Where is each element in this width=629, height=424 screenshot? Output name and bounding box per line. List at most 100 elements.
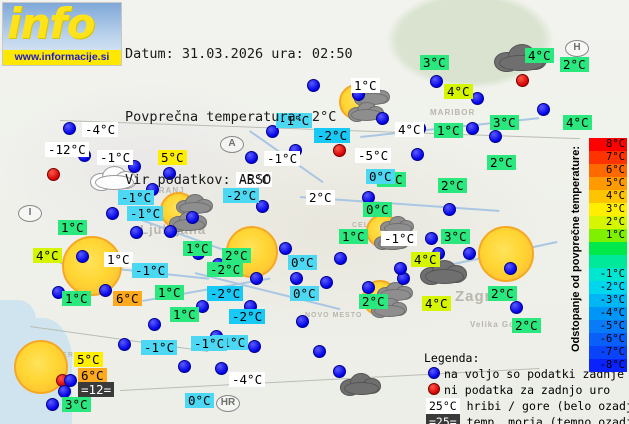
scale-title: Odstopanje od povprečne temperature: (570, 146, 582, 352)
header-source-line: Vir podatkov: ARSO (125, 172, 272, 188)
station-dot-no-data[interactable] (516, 74, 529, 87)
country-marker: I (18, 205, 42, 222)
legend-blue-text: na voljo so podatki zadnje ure (444, 367, 629, 381)
station-dot[interactable] (148, 318, 161, 331)
station-dot[interactable] (394, 262, 407, 275)
station-dot[interactable] (537, 103, 550, 116)
temperature-label: -2°C (314, 128, 351, 143)
station-dot[interactable] (266, 125, 279, 138)
scale-row: -6°C (589, 333, 627, 346)
station-dot[interactable] (334, 252, 347, 265)
temperature-label: 2°C (222, 248, 251, 263)
station-dot[interactable] (256, 200, 269, 213)
temperature-label: 0°C (290, 286, 319, 301)
temperature-label: 2°C (560, 57, 589, 72)
temperature-label: 4°C (411, 252, 440, 267)
cloud-icon (175, 193, 213, 215)
station-dot[interactable] (99, 284, 112, 297)
station-dot[interactable] (466, 122, 479, 135)
sea-inlet (0, 300, 36, 340)
station-dot[interactable] (76, 250, 89, 263)
station-dot[interactable] (471, 92, 484, 105)
scale-row: -2°C (589, 281, 627, 294)
station-dot[interactable] (296, 315, 309, 328)
temperature-label: -2°C (223, 188, 260, 203)
station-dot-no-data[interactable] (47, 168, 60, 181)
station-dot[interactable] (130, 226, 143, 239)
header-avg-temp-line: Povprečna temperatura: 2°C (125, 109, 337, 125)
station-dot[interactable] (307, 79, 320, 92)
temperature-label: 1°C (434, 123, 463, 138)
legend-sea-chip: =25= (426, 414, 460, 424)
temperature-label: 4°C (444, 84, 473, 99)
station-dot[interactable] (290, 272, 303, 285)
station-dot[interactable] (163, 167, 176, 180)
station-dot[interactable] (196, 300, 209, 313)
station-dot[interactable] (376, 112, 389, 125)
legend-mountain-chip: 25°C (426, 398, 460, 414)
temperature-label: 2°C (438, 178, 467, 193)
station-dot[interactable] (430, 75, 443, 88)
scale-row: 2°C (589, 216, 627, 229)
station-dot[interactable] (46, 398, 59, 411)
station-dot[interactable] (164, 225, 177, 238)
station-dot[interactable] (510, 301, 523, 314)
temperature-label: 2°C (487, 155, 516, 170)
station-dot[interactable] (106, 207, 119, 220)
country-marker: A (220, 136, 244, 153)
station-dot[interactable] (215, 362, 228, 375)
station-dot[interactable] (443, 203, 456, 216)
station-dot[interactable] (63, 122, 76, 135)
blue-station-dot-icon (428, 367, 440, 379)
station-dot[interactable] (463, 247, 476, 260)
station-dot[interactable] (313, 345, 326, 358)
scale-row: -3°C (589, 294, 627, 307)
station-dot[interactable] (489, 130, 502, 143)
station-dot[interactable] (64, 374, 77, 387)
station-dot[interactable] (250, 272, 263, 285)
temperature-label: 4°C (422, 296, 451, 311)
legend: Legenda: na voljo so podatki zadnje ure … (424, 350, 629, 424)
station-dot[interactable] (279, 242, 292, 255)
legend-row-blue-dot: na voljo so podatki zadnje ure (424, 366, 629, 382)
temperature-label: -12°C (45, 142, 89, 157)
temperature-label: 1°C (351, 78, 380, 93)
city-label: KRANJ (152, 186, 185, 195)
temperature-label: -1°C (118, 190, 155, 205)
temperature-label: 4°C (563, 115, 592, 130)
legend-title: Legenda: (424, 351, 480, 365)
city-label: MARIBOR (430, 108, 476, 117)
station-dot[interactable] (178, 360, 191, 373)
temperature-label: -5°C (355, 148, 392, 163)
header-info: Datum: 31.03.2026 ura: 02:50 Povprečna t… (125, 2, 353, 233)
station-dot[interactable] (320, 276, 333, 289)
station-dot[interactable] (186, 211, 199, 224)
scale-row: 7°C (589, 151, 627, 164)
station-dot[interactable] (425, 232, 438, 245)
station-dot[interactable] (504, 262, 517, 275)
logo-wordmark: info (7, 2, 95, 48)
station-dot[interactable] (248, 340, 261, 353)
temperature-label: -1°C (97, 150, 134, 165)
temperature-label: 1°C (170, 307, 199, 322)
country-marker: H (565, 40, 589, 57)
site-logo[interactable]: info www.informacije.si (2, 2, 122, 66)
temperature-label: 3°C (490, 115, 519, 130)
station-dot-no-data[interactable] (333, 144, 346, 157)
scale-row: 5°C (589, 177, 627, 190)
station-dot[interactable] (245, 151, 258, 164)
station-dot[interactable] (333, 365, 346, 378)
scale-row: -8°C (589, 359, 627, 372)
temperature-label: 6°C (78, 368, 107, 383)
temperature-label: 5°C (74, 352, 103, 367)
scale-row: 1°C (589, 229, 627, 242)
legend-row-sea: =25= temp. morja (temno ozadje) (424, 414, 629, 424)
logo-url: www.informacije.si (3, 50, 121, 65)
temperature-label: -4°C (229, 372, 266, 387)
temperature-label: 3°C (62, 397, 91, 412)
station-dot[interactable] (362, 281, 375, 294)
station-dot[interactable] (118, 338, 131, 351)
cloud-icon (347, 101, 385, 123)
scale-row: -5°C (589, 320, 627, 333)
station-dot[interactable] (411, 148, 424, 161)
